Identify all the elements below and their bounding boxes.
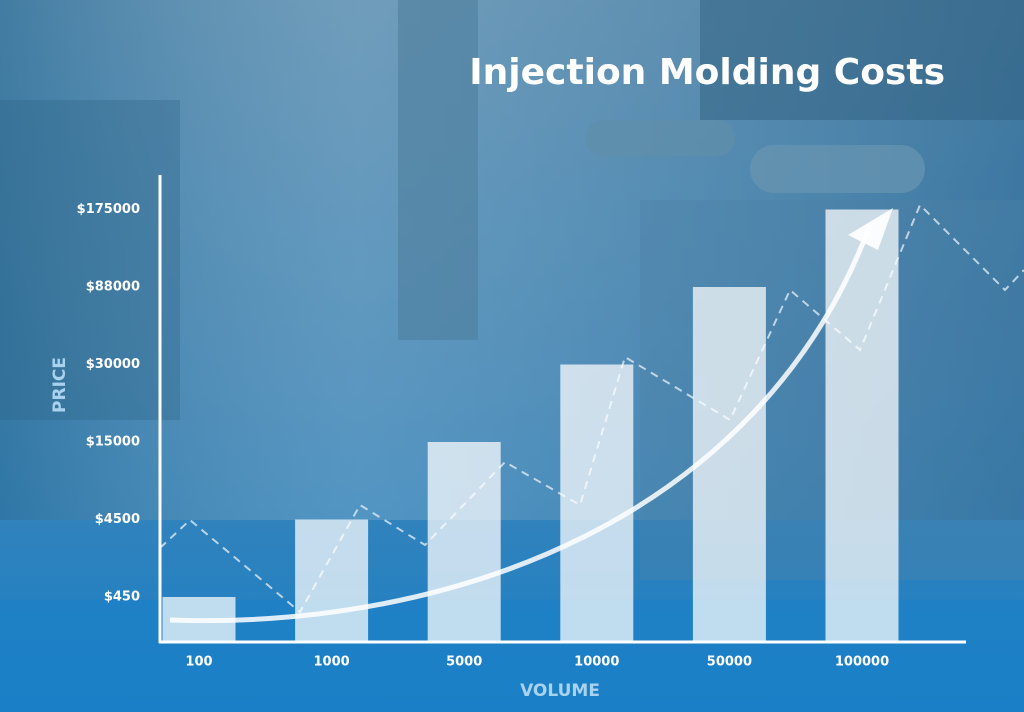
x-tick-label: 50000 (707, 655, 752, 670)
bar (825, 209, 899, 642)
bar (427, 442, 501, 642)
bar (162, 597, 236, 642)
x-tick-label: 5000 (446, 655, 482, 670)
y-tick-label: $15000 (86, 435, 140, 450)
x-tick-label: 1000 (314, 655, 350, 670)
x-tick-label: 100000 (835, 655, 889, 670)
y-tick-label: $88000 (86, 280, 140, 295)
bar (692, 287, 766, 642)
y-tick-label: $4500 (95, 512, 140, 527)
bar (295, 519, 369, 642)
x-axis-title: VOLUME (520, 681, 600, 701)
x-tick-label: 100 (185, 655, 212, 670)
y-tick-label: $30000 (86, 357, 140, 372)
x-tick-label: 10000 (574, 655, 619, 670)
y-tick-label: $450 (104, 590, 140, 605)
bar (560, 364, 634, 642)
y-tick-label: $175000 (77, 202, 140, 217)
chart-title: Injection Molding Costs (469, 52, 945, 93)
y-axis-title: PRICE (50, 357, 70, 413)
